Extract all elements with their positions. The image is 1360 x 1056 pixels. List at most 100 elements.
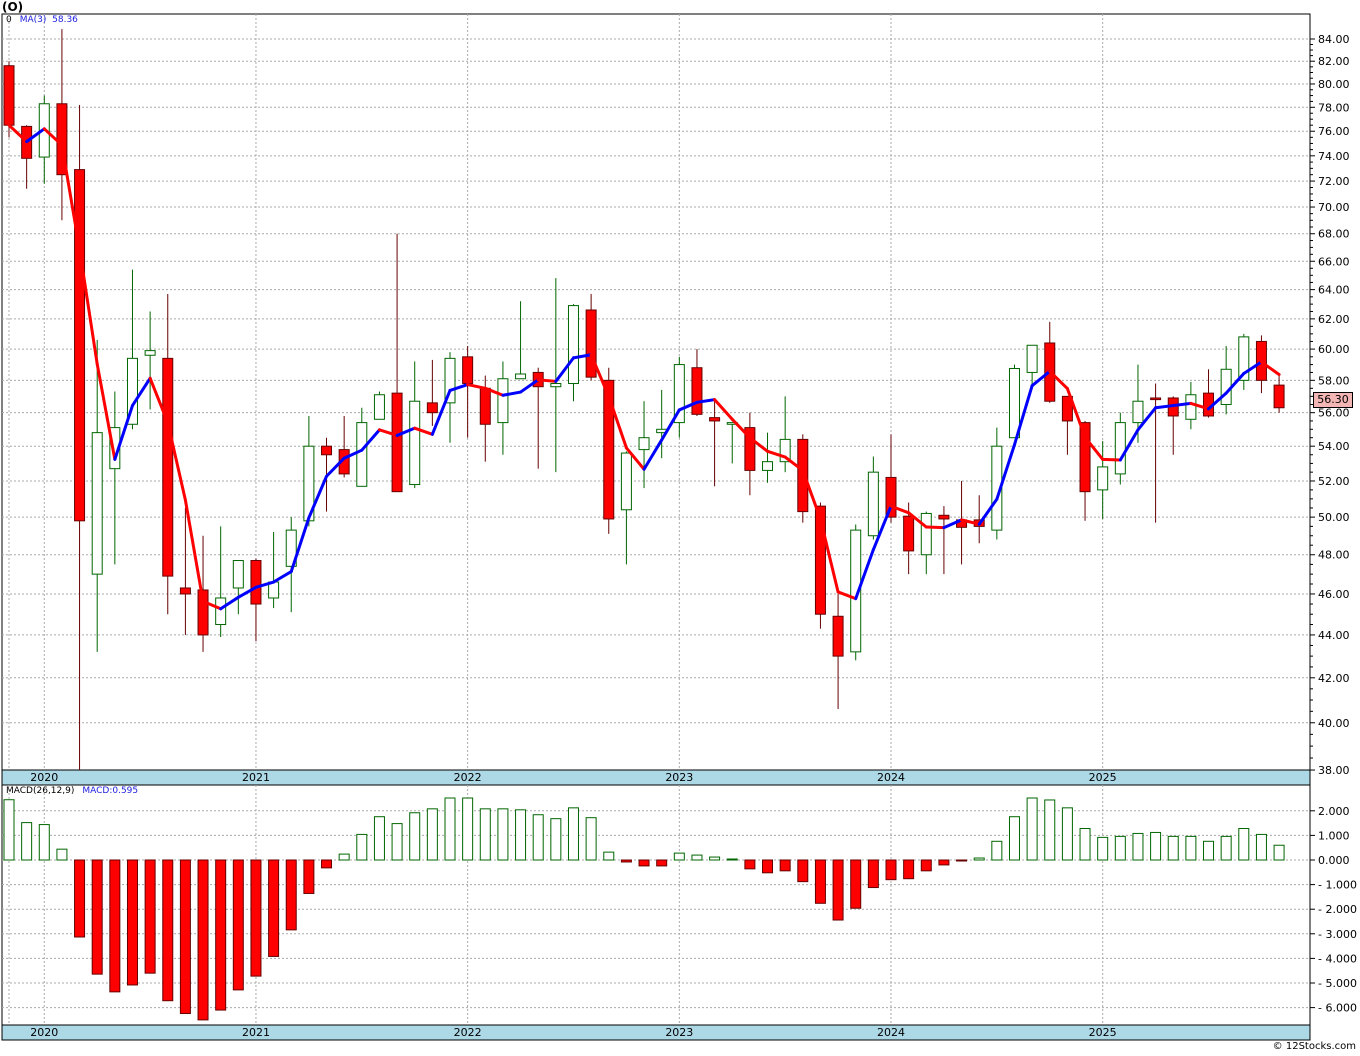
ma3-segment	[1065, 387, 1087, 439]
candle-up	[779, 438, 791, 463]
macd-bar-positive	[426, 808, 438, 861]
ma3-segment	[1048, 369, 1069, 391]
candle-up	[1026, 344, 1038, 373]
macd-bar-positive	[550, 818, 562, 861]
macd-bars	[3, 797, 1285, 1021]
ma3-segment	[624, 446, 646, 471]
ma3-segment	[95, 362, 117, 461]
macd-bar-positive	[479, 808, 491, 861]
macd-bar-positive	[497, 808, 509, 861]
macd-bar-positive	[973, 857, 985, 861]
candles	[3, 29, 1285, 770]
candle-up	[867, 471, 879, 537]
price-tick-label: 72.00	[1318, 175, 1350, 188]
price-plot-area	[1, 13, 1311, 771]
macd-bar-negative	[920, 859, 932, 872]
macd-bar-positive	[1167, 835, 1179, 861]
candle-down	[462, 356, 474, 385]
ma3-segment	[236, 585, 258, 599]
candle-up	[515, 373, 527, 380]
ma3-segment	[1171, 401, 1193, 408]
x-tick-label: 2025	[1089, 771, 1117, 784]
candle-up	[215, 597, 227, 626]
price-tick-label: 68.00	[1318, 228, 1350, 241]
x-tick-label: 2023	[665, 771, 693, 784]
candle-up	[1008, 367, 1020, 439]
ma3-segment	[871, 504, 893, 552]
candle-down	[1079, 422, 1091, 493]
macd-bar-negative	[867, 859, 879, 889]
candle-up	[638, 437, 650, 451]
macd-legend: MACD(26,12,9) MACD:0.595	[6, 786, 138, 796]
price-tick-label: 80.00	[1318, 78, 1350, 91]
candle-down	[585, 309, 597, 378]
ma-legend-prefix: 0	[6, 15, 12, 25]
price-tick-label: 76.00	[1318, 125, 1350, 138]
macd-tick-label: - 4.000	[1318, 952, 1357, 965]
price-tick-label: 50.00	[1318, 511, 1350, 524]
price-tick-label: 56.00	[1318, 407, 1350, 420]
macd-tick-label: - 1.000	[1318, 879, 1357, 892]
macd-x-tick-label: 2025	[1089, 1026, 1117, 1039]
candle-down	[709, 417, 721, 422]
candle-down	[162, 357, 174, 577]
macd-legend-value: MACD:0.595	[82, 786, 139, 796]
ma3-segment	[519, 378, 540, 394]
ma3-segment	[589, 353, 611, 398]
ma3-segment	[1154, 404, 1175, 410]
price-tick-label: 84.00	[1318, 33, 1350, 46]
macd-bar-negative	[215, 859, 227, 1011]
ma3-segment	[395, 426, 417, 437]
ma3-segment	[448, 383, 470, 392]
price-tick-label: 48.00	[1318, 549, 1350, 562]
ma3-segment	[907, 511, 928, 529]
macd-x-tick-label: 2021	[242, 1026, 270, 1039]
ma3-segment	[201, 599, 223, 611]
macd-bar-negative	[638, 859, 650, 867]
macd-bar-positive	[56, 848, 68, 861]
ma3-segment	[836, 590, 858, 601]
x-tick-label: 2024	[877, 771, 905, 784]
ma3-segment	[219, 595, 240, 611]
ma3-segment	[977, 497, 999, 526]
macd-bar-negative	[656, 859, 668, 867]
macd-bar-negative	[268, 859, 280, 957]
candle-down	[426, 402, 438, 414]
macd-bar-positive	[1044, 799, 1056, 861]
macd-legend-label: MACD(26,12,9)	[6, 786, 75, 796]
macd-bar-positive	[356, 833, 368, 861]
price-tick-label: 78.00	[1318, 101, 1350, 114]
candle-up	[285, 529, 297, 567]
ma3-segment	[748, 436, 770, 453]
candle-up	[550, 383, 562, 388]
ma3-segment	[466, 383, 487, 390]
price-tick-label: 42.00	[1318, 672, 1350, 685]
candle-up	[1238, 336, 1250, 381]
macd-bar-negative	[303, 859, 315, 894]
candle-down	[938, 514, 950, 520]
ma3-segment	[25, 127, 46, 144]
macd-tick-label: 0.000	[1318, 854, 1350, 867]
x-tick-label: 2022	[454, 771, 482, 784]
ma3-segment	[289, 516, 311, 574]
macd-x-tick-label: 2024	[877, 1026, 905, 1039]
candle-down	[814, 505, 826, 615]
macd-bar-positive	[338, 853, 350, 861]
candle-up	[1185, 394, 1197, 420]
price-panel: 38.00 40.00 42.00 44.00 46.00 48.00 50.00 52.00…	[1, 13, 1350, 786]
macd-tick-label: - 6.000	[1318, 1002, 1357, 1015]
candle-up	[409, 400, 421, 486]
ma3-segment	[730, 417, 752, 440]
macd-bar-negative	[744, 859, 756, 870]
ma3-segment	[783, 455, 805, 472]
ma3-segment	[1207, 391, 1228, 411]
candle-down	[1061, 395, 1073, 422]
macd-bar-positive	[1132, 832, 1144, 861]
candle-up	[1114, 422, 1126, 475]
macd-bar-negative	[850, 859, 862, 909]
macd-bar-negative	[250, 859, 262, 977]
candle-down	[1273, 384, 1285, 409]
macd-bar-positive	[709, 856, 721, 861]
ma3-segment	[501, 390, 523, 397]
macd-bar-positive	[444, 797, 456, 861]
